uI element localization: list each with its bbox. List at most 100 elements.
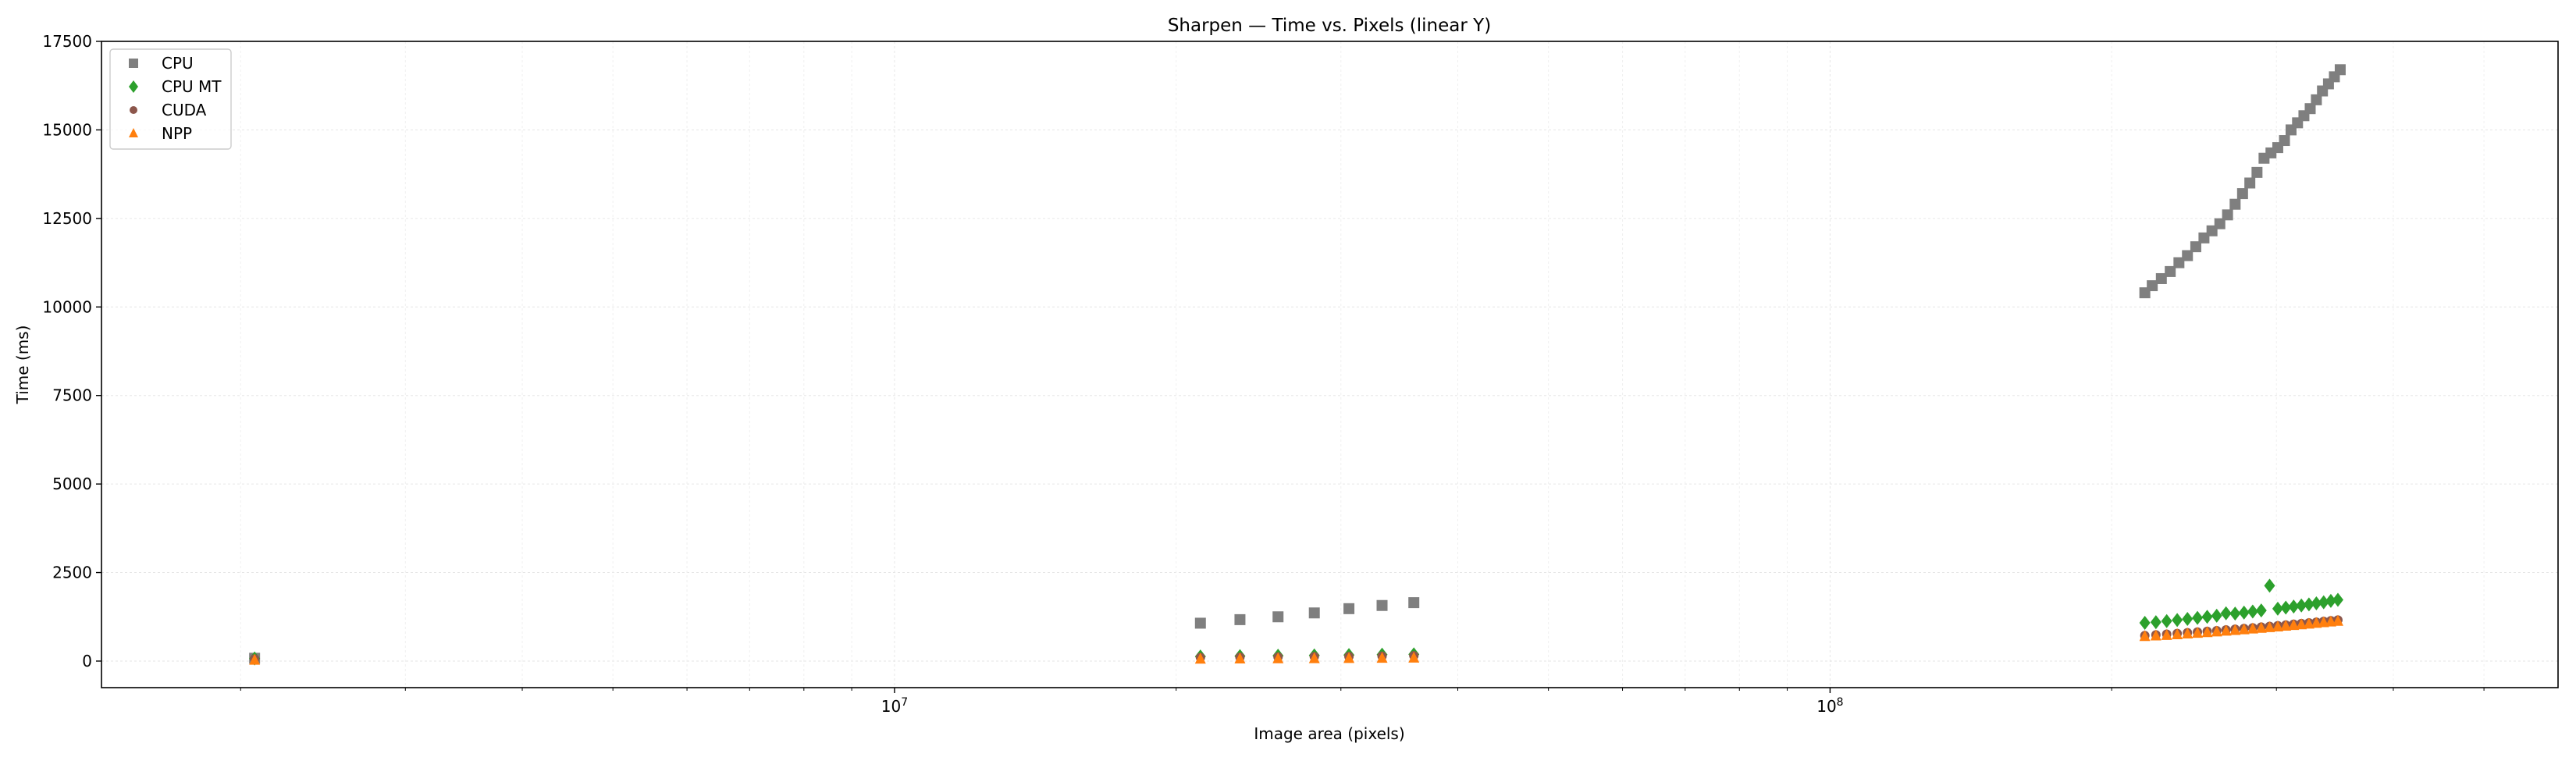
point-cpu-mt: [2272, 601, 2283, 616]
y-tick-label: 5000: [52, 475, 92, 493]
point-cpu: [2147, 280, 2158, 292]
point-cpu-mt: [2229, 606, 2241, 621]
point-npp: [1194, 653, 1206, 664]
y-tick-label: 7500: [52, 386, 92, 405]
point-npp: [1408, 651, 1420, 663]
point-npp: [249, 653, 261, 665]
legend-marker-npp: [129, 128, 138, 137]
point-npp: [2211, 625, 2222, 637]
data-points: [249, 64, 2346, 666]
point-npp: [2272, 620, 2283, 631]
point-cpu: [2155, 272, 2167, 284]
point-npp: [1343, 652, 1355, 663]
point-cpu: [1272, 611, 1284, 623]
grid-lines: [101, 41, 2558, 688]
point-cpu: [2165, 265, 2176, 277]
y-tick-label: 10000: [42, 297, 92, 316]
point-cpu-mt: [2139, 615, 2151, 630]
point-npp: [2247, 622, 2258, 634]
point-cpu-mt: [2247, 604, 2258, 619]
point-npp: [1234, 653, 1246, 664]
x-axis-ticks: 107 108: [240, 688, 2485, 716]
legend: CPU CPU MT CUDA NPP: [109, 48, 232, 150]
point-cpu-mt: [2280, 600, 2292, 615]
chart-title: Sharpen — Time vs. Pixels (linear Y): [1168, 16, 1491, 36]
point-npp: [2288, 619, 2300, 631]
point-cpu: [1343, 603, 1355, 614]
point-cpu: [1408, 597, 1420, 609]
point-npp: [2139, 630, 2151, 642]
point-cpu-mt: [2238, 605, 2250, 620]
point-cpu: [2251, 166, 2263, 178]
point-cpu: [2311, 94, 2322, 105]
point-cpu-mt: [2264, 578, 2275, 593]
y-tick-label: 2500: [52, 564, 92, 582]
y-tick-label: 0: [82, 652, 92, 670]
point-cpu-mt: [2332, 592, 2343, 607]
point-cpu-mt: [2192, 610, 2204, 625]
point-cpu: [2279, 135, 2290, 147]
point-cpu-mt: [2311, 596, 2322, 611]
legend-label-npp: NPP: [162, 124, 192, 143]
point-npp: [2161, 628, 2172, 640]
point-cpu: [2236, 188, 2248, 200]
legend-marker-cpu-mt: [129, 80, 138, 93]
point-cpu-mt: [2318, 595, 2329, 610]
legend-label-cpu-mt: CPU MT: [162, 77, 222, 96]
point-cpu: [2244, 177, 2256, 189]
point-cpu: [1308, 607, 1320, 619]
point-cpu: [2229, 198, 2241, 210]
point-cpu-mt: [2161, 613, 2172, 628]
point-cpu: [1376, 599, 1388, 611]
point-cpu: [1234, 613, 1246, 625]
point-cpu-mt: [2172, 613, 2183, 628]
plot-frame: [101, 41, 2559, 688]
point-npp: [2311, 617, 2322, 628]
point-npp: [2238, 623, 2250, 635]
legend-label-cpu: CPU: [162, 54, 194, 73]
point-cpu-mt: [2325, 593, 2336, 608]
point-cpu-mt: [2211, 608, 2222, 623]
point-npp: [2150, 629, 2161, 641]
point-cpu: [2182, 250, 2194, 261]
legend-label-cuda: CUDA: [162, 101, 207, 119]
point-cpu-mt: [2220, 606, 2232, 621]
point-cpu-mt: [2182, 611, 2194, 626]
point-cpu: [2222, 209, 2233, 221]
point-npp: [2255, 621, 2267, 633]
point-npp: [2264, 621, 2275, 632]
point-cpu: [2190, 241, 2201, 253]
y-axis-ticks: 0 2500 5000 7500 10000 12500 15000 17500: [42, 32, 101, 670]
point-cpu: [1194, 617, 1206, 629]
point-npp: [2280, 620, 2292, 631]
point-npp: [2182, 628, 2194, 639]
point-cpu: [2173, 257, 2185, 268]
point-cpu-mt: [2150, 615, 2161, 630]
point-npp: [2332, 614, 2343, 626]
point-npp: [2303, 617, 2314, 629]
point-npp: [2201, 626, 2213, 638]
legend-marker-cpu: [129, 59, 138, 68]
point-cpu-mt: [2255, 603, 2267, 618]
point-npp: [1376, 652, 1388, 663]
y-tick-label: 17500: [42, 32, 92, 51]
point-npp: [1308, 652, 1320, 663]
point-cpu: [2334, 64, 2346, 76]
point-cpu-mt: [2296, 598, 2307, 613]
point-npp: [1272, 652, 1284, 663]
x-tick-label: 108: [1816, 696, 1843, 716]
point-npp: [2220, 624, 2232, 636]
legend-marker-cuda: [130, 106, 137, 114]
y-tick-label: 12500: [42, 209, 92, 228]
x-tick-label: 107: [881, 696, 908, 716]
y-tick-label: 15000: [42, 120, 92, 139]
legend-box: [109, 48, 232, 150]
x-axis-label: Image area (pixels): [1254, 724, 1404, 743]
y-axis-label: Time (ms): [13, 325, 32, 405]
point-cpu-mt: [2303, 597, 2314, 612]
point-cpu-mt: [2201, 610, 2213, 624]
point-cpu-mt: [2288, 599, 2300, 614]
point-npp: [2192, 627, 2204, 638]
point-npp: [2229, 624, 2241, 635]
